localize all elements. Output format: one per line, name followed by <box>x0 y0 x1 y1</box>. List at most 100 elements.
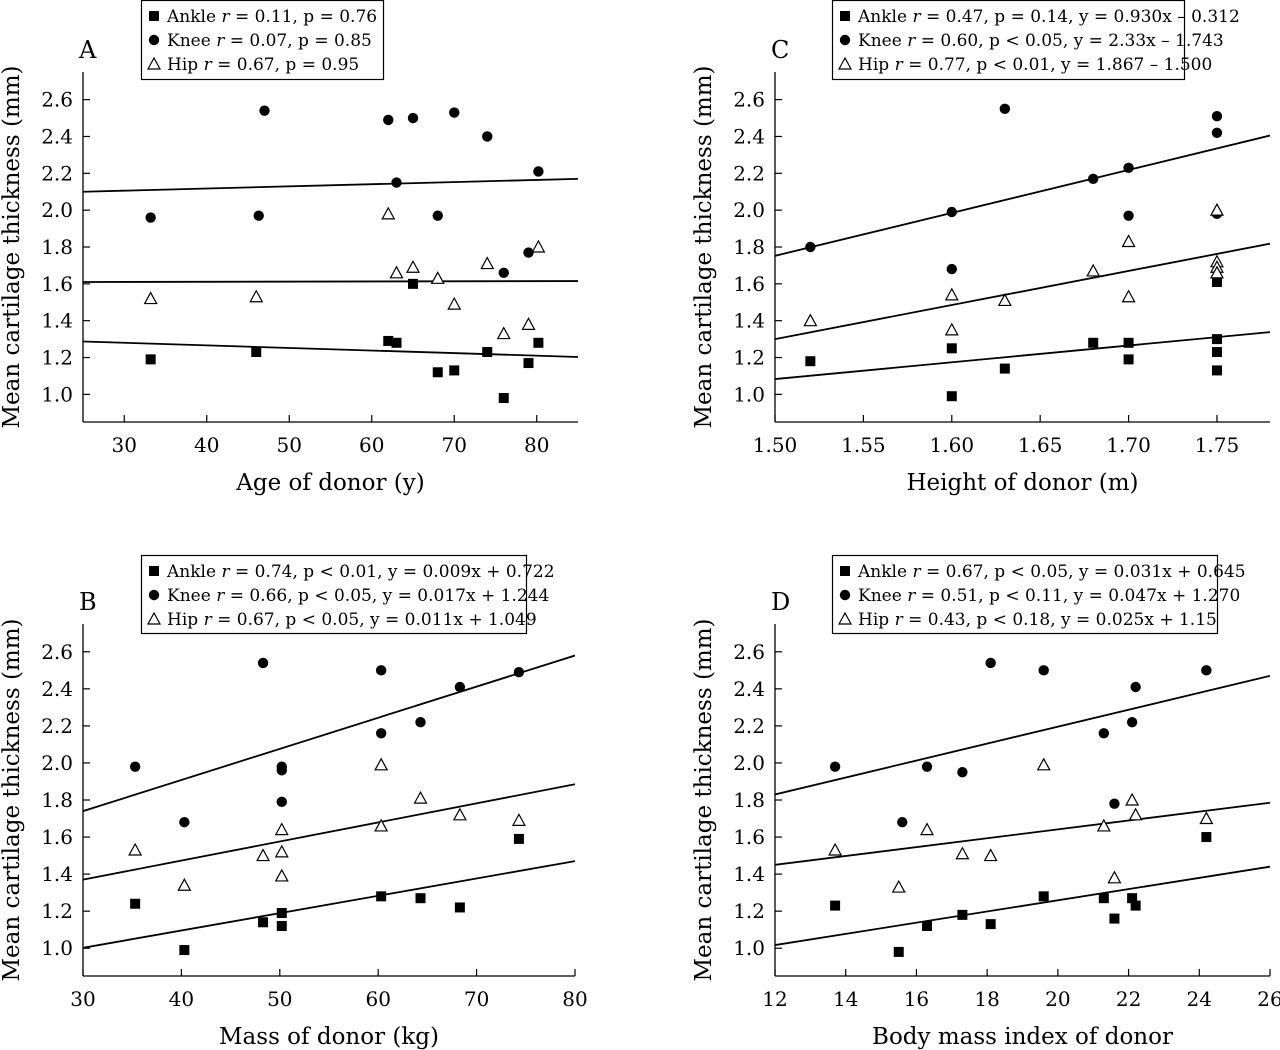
legend: Ankle r = 0.47, p = 0.14, y = 0.930x – 0… <box>831 0 1240 81</box>
legend-entry-knee: Knee r = 0.51, p < 0.11, y = 0.047x + 1.… <box>858 586 1240 606</box>
y-tick-label: 2.4 <box>733 124 765 148</box>
data-point-ankle <box>946 343 957 354</box>
data-point-ankle <box>1088 337 1099 348</box>
y-tick-label: 1.8 <box>41 788 73 812</box>
fit-line-knee <box>83 654 575 812</box>
y-tick-label: 2.2 <box>41 714 73 738</box>
series-knee <box>805 103 1223 275</box>
data-point-ankle <box>130 898 141 909</box>
data-point-ankle <box>1211 365 1222 376</box>
series-ankle <box>145 278 544 404</box>
legend-entry-hip: Hip r = 0.43, p < 0.18, y = 0.025x + 1.1… <box>858 610 1217 630</box>
data-point-hip <box>1128 807 1143 821</box>
y-axis-label: Mean cartilage thickness (mm) <box>691 618 717 981</box>
data-point-knee <box>253 210 264 221</box>
data-point-knee <box>1038 665 1049 676</box>
data-point-knee <box>259 105 270 116</box>
data-point-ankle <box>1109 913 1120 924</box>
x-tick-label: 60 <box>365 987 390 1011</box>
panel-letter: A <box>78 36 97 64</box>
y-tick-label: 2.6 <box>733 88 765 112</box>
legend-entry-ankle: Ankle r = 0.47, p = 0.14, y = 0.930x – 0… <box>857 7 1240 27</box>
legend: Ankle r = 0.67, p < 0.05, y = 0.031x + 0… <box>831 554 1246 635</box>
legend-marker-ankle <box>840 566 850 576</box>
x-tick-label: 60 <box>359 433 384 457</box>
data-point-knee <box>1098 728 1110 739</box>
legend-box <box>140 0 385 81</box>
data-point-knee <box>533 166 544 177</box>
x-tick-label: 26 <box>1257 987 1280 1011</box>
data-point-ankle <box>1123 354 1134 365</box>
data-point-hip <box>920 822 935 836</box>
x-tick-label: 16 <box>904 987 929 1011</box>
data-point-knee <box>449 107 460 118</box>
y-tick-label: 1.4 <box>41 309 73 333</box>
data-point-hip <box>1086 263 1101 277</box>
y-tick-label: 2.6 <box>41 640 73 664</box>
data-point-hip <box>374 757 389 771</box>
legend-marker-ankle <box>149 566 159 576</box>
legend-entry-ankle: Ankle r = 0.74, p < 0.01, y = 0.009x + 0… <box>166 562 555 582</box>
data-point-ankle <box>1130 900 1141 911</box>
fit-line-hip <box>775 801 1270 866</box>
panel-c: 1.0 1.2 1.4 1.6 1.8 2.0 2.2 2.4 2.6 1.50 1.55 1.60 1… <box>691 0 1270 496</box>
fit-line-knee <box>83 177 578 193</box>
x-tick-label: 24 <box>1187 987 1212 1011</box>
legend-box <box>140 554 528 635</box>
data-point-knee <box>1211 127 1223 138</box>
legend-entry-hip: Hip r = 0.67, p = 0.95 <box>167 55 359 75</box>
y-tick-label: 1.4 <box>41 862 73 886</box>
data-point-ankle <box>408 278 418 289</box>
panel-d: 1.0 1.2 1.4 1.6 1.8 2.0 2.2 2.4 2.6 12 14 16 18 20 22 2… <box>691 554 1280 1050</box>
data-point-ankle <box>1098 893 1109 904</box>
series-hip <box>128 757 526 891</box>
series-knee <box>129 657 525 828</box>
legend-marker-knee <box>839 34 851 46</box>
y-tick-label: 1.2 <box>733 346 765 370</box>
legend-marker-hip <box>837 611 853 625</box>
data-point-hip <box>828 842 843 856</box>
data-point-knee <box>829 761 841 772</box>
panel-letter: D <box>771 588 790 616</box>
series-hip <box>143 206 546 340</box>
y-axis-label: Mean cartilage thickness (mm) <box>0 65 25 428</box>
y-tick-label: 1.0 <box>41 382 73 406</box>
x-tick-label: 22 <box>1116 987 1141 1011</box>
data-point-hip <box>381 206 396 220</box>
fit-line-ankle <box>83 860 575 949</box>
fit-line-knee <box>775 674 1270 796</box>
data-point-knee <box>432 210 443 221</box>
legend-marker-hip <box>146 611 162 625</box>
data-point-hip <box>143 291 158 305</box>
legend: Ankle r = 0.11, p = 0.76 Knee r = 0.07, p… <box>140 0 385 81</box>
data-point-knee <box>1123 210 1134 221</box>
fit-line-ankle <box>83 340 578 358</box>
data-point-knee <box>257 657 269 669</box>
x-tick-label: 70 <box>464 987 489 1011</box>
y-tick-label: 1.0 <box>41 936 73 960</box>
x-tick-label: 40 <box>169 987 194 1011</box>
data-point-knee <box>897 817 908 828</box>
y-tick-label: 2.4 <box>41 124 73 148</box>
data-point-ankle <box>999 363 1010 374</box>
legend-marker-ankle <box>840 11 850 21</box>
data-point-knee <box>1088 173 1099 185</box>
data-point-ankle <box>482 347 493 357</box>
series-ankle <box>830 832 1212 957</box>
y-tick-label: 1.4 <box>733 862 765 886</box>
data-point-ankle <box>251 347 262 357</box>
y-tick-label: 1.6 <box>41 272 73 296</box>
data-point-ankle <box>533 337 544 348</box>
series-hip <box>828 757 1214 893</box>
fit-line-knee <box>775 134 1270 257</box>
data-point-knee <box>1123 162 1134 173</box>
legend-marker-hip <box>146 56 162 70</box>
y-tick-label: 1.2 <box>41 346 73 370</box>
data-point-hip <box>1107 870 1122 884</box>
series-ankle <box>130 833 524 956</box>
data-point-hip <box>430 271 445 284</box>
series-knee <box>829 657 1212 828</box>
data-point-hip <box>274 844 289 858</box>
data-point-knee <box>482 131 493 142</box>
data-point-hip <box>803 313 818 327</box>
